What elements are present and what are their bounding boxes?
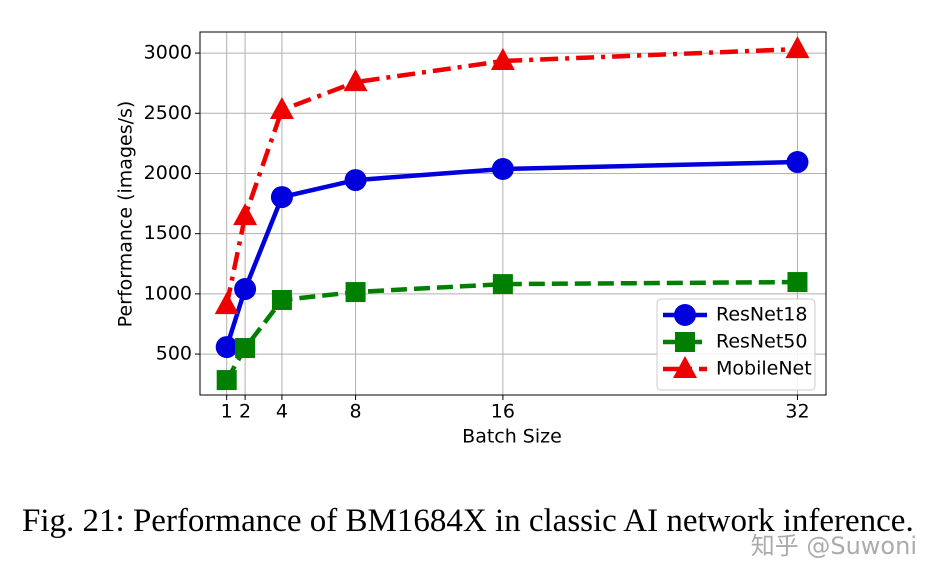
marker	[270, 186, 293, 209]
x-tick-label: 2	[239, 401, 251, 423]
x-tick-label: 4	[276, 401, 288, 423]
marker	[269, 97, 294, 120]
legend-label: ResNet50	[716, 331, 807, 353]
legend-label: ResNet18	[716, 304, 807, 326]
y-tick-label: 1500	[144, 222, 192, 244]
marker	[271, 290, 292, 311]
series-line	[224, 46, 798, 306]
marker	[343, 69, 368, 92]
marker	[214, 292, 239, 315]
marker	[675, 332, 695, 352]
marker	[490, 48, 515, 71]
y-tick-label: 3000	[144, 42, 192, 64]
marker	[235, 338, 256, 359]
y-tick-label: 2000	[144, 162, 192, 184]
marker	[344, 169, 367, 192]
marker	[674, 304, 696, 326]
marker	[787, 272, 808, 293]
marker	[233, 203, 258, 226]
x-tick-label: 16	[491, 401, 515, 423]
legend-label: MobileNet	[716, 358, 812, 380]
marker	[673, 356, 697, 378]
marker	[215, 336, 238, 359]
x-tick-label: 8	[350, 401, 362, 423]
marker	[216, 370, 237, 391]
watermark: 知乎 @Suwoni	[750, 532, 917, 560]
marker	[785, 36, 810, 59]
marker	[786, 151, 809, 174]
y-tick-label: 2500	[144, 102, 192, 124]
caption: Fig. 21: Performance of BM1684X in class…	[22, 503, 914, 539]
chart: Batch Size Performance (images/s) 500 100…	[115, 31, 827, 448]
x-axis-label: Batch Size	[462, 426, 562, 448]
marker	[491, 158, 514, 181]
y-tick-label: 500	[156, 343, 192, 365]
legend: ResNet18 ResNet50 MobileNet	[656, 298, 816, 391]
x-tick-label: 1	[221, 401, 233, 423]
legend-box	[656, 298, 816, 391]
x-tick-label: 32	[785, 401, 809, 423]
y-axis-label: Performance (images/s)	[115, 101, 137, 328]
plot-frame	[199, 31, 827, 396]
marker	[234, 278, 257, 301]
marker	[492, 274, 513, 295]
y-tick-label: 1000	[144, 282, 192, 304]
marker	[345, 282, 366, 303]
